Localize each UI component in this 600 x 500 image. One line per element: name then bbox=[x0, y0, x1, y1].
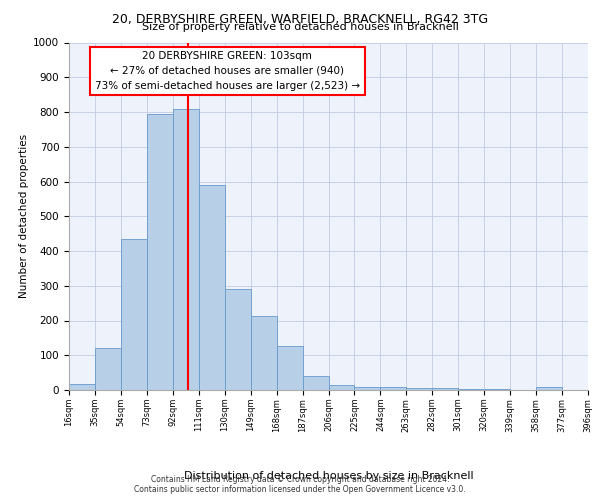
Bar bbox=[251, 316, 277, 390]
Bar bbox=[484, 389, 510, 390]
Bar bbox=[95, 348, 121, 390]
Bar bbox=[329, 385, 355, 390]
Y-axis label: Number of detached properties: Number of detached properties bbox=[19, 134, 29, 298]
Bar bbox=[406, 388, 432, 390]
Bar bbox=[277, 346, 302, 390]
Text: 20, DERBYSHIRE GREEN, WARFIELD, BRACKNELL, RG42 3TG: 20, DERBYSHIRE GREEN, WARFIELD, BRACKNEL… bbox=[112, 12, 488, 26]
Text: Contains HM Land Registry data © Crown copyright and database right 2024.
Contai: Contains HM Land Registry data © Crown c… bbox=[134, 474, 466, 494]
Bar bbox=[458, 388, 484, 390]
Bar bbox=[121, 239, 147, 390]
Bar bbox=[173, 109, 199, 390]
Bar bbox=[147, 114, 173, 390]
Bar bbox=[69, 384, 95, 390]
Bar bbox=[225, 289, 251, 390]
Bar bbox=[199, 185, 224, 390]
Bar bbox=[302, 376, 329, 390]
Bar bbox=[433, 388, 458, 390]
Bar bbox=[380, 386, 406, 390]
Text: Size of property relative to detached houses in Bracknell: Size of property relative to detached ho… bbox=[142, 22, 458, 32]
Bar bbox=[355, 386, 380, 390]
Bar bbox=[536, 387, 562, 390]
Text: 20 DERBYSHIRE GREEN: 103sqm
← 27% of detached houses are smaller (940)
73% of se: 20 DERBYSHIRE GREEN: 103sqm ← 27% of det… bbox=[95, 51, 360, 91]
X-axis label: Distribution of detached houses by size in Bracknell: Distribution of detached houses by size … bbox=[184, 470, 473, 480]
